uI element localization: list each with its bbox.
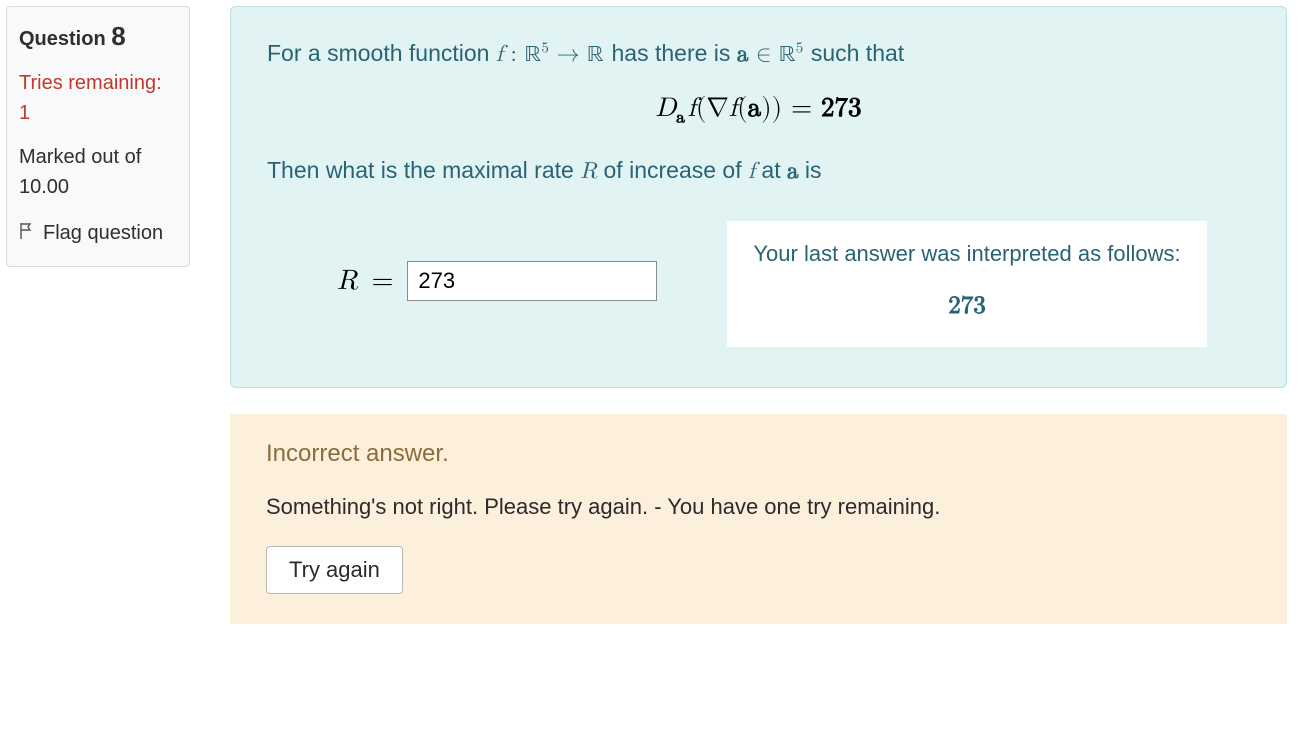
question-panel: For a smooth function f : ℝ5 → ℝ has the… <box>230 6 1287 388</box>
tries-remaining: Tries remaining: 1 <box>19 68 177 128</box>
flag-question-link[interactable]: Flag question <box>19 218 177 248</box>
text-segment: has there is <box>612 40 737 66</box>
eq-value: 273 <box>821 95 862 122</box>
text-segment: Then what is the maximal rate <box>267 157 580 183</box>
math-fn-signature: f : ℝ5 → ℝ <box>496 43 612 66</box>
domain-dim: 5 <box>541 40 548 55</box>
question-text-line1: For a smooth function f : ℝ5 → ℝ has the… <box>267 35 1250 75</box>
math-a-in-R5: a ∈ ℝ5 <box>737 43 811 66</box>
tries-label: Tries remaining: <box>19 72 162 94</box>
marks-label: Marked out of <box>19 146 141 168</box>
answer-row: R = Your last answer was interpreted as … <box>267 221 1250 347</box>
feedback-panel: Incorrect answer. Something's not right.… <box>230 414 1287 624</box>
feedback-message: Something's not right. Please try again.… <box>266 494 1251 520</box>
math-R: R <box>580 160 597 183</box>
answer-input[interactable] <box>407 261 657 301</box>
feedback-title: Incorrect answer. <box>266 440 1251 468</box>
marks: Marked out of 10.00 <box>19 142 177 202</box>
question-info-box: Question 8 Tries remaining: 1 Marked out… <box>6 6 190 267</box>
try-again-button[interactable]: Try again <box>266 546 403 594</box>
flag-icon <box>19 222 35 240</box>
question-number: 8 <box>111 21 125 51</box>
question-heading: Question 8 <box>19 21 177 52</box>
text-segment: is <box>805 157 822 183</box>
math-f: f <box>748 160 755 183</box>
text-segment: such that <box>811 40 904 66</box>
text-segment: For a smooth function <box>267 40 496 66</box>
text-segment: at <box>761 157 787 183</box>
marks-value: 10.00 <box>19 176 69 198</box>
text-segment: of increase of <box>604 157 748 183</box>
codomain-dim: 5 <box>796 40 803 55</box>
answer-equation: R = <box>267 221 657 301</box>
math-R-lhs: R <box>337 264 358 298</box>
equals-sign: = <box>372 264 394 298</box>
interpretation-value: 273 <box>753 291 1180 321</box>
tries-value: 1 <box>19 102 30 124</box>
interpretation-box: Your last answer was interpreted as foll… <box>727 221 1206 347</box>
interpretation-label: Your last answer was interpreted as foll… <box>753 241 1180 267</box>
math-a: a <box>787 160 799 183</box>
question-label: Question <box>19 28 106 50</box>
question-text-line2: Then what is the maximal rate R of incre… <box>267 152 1250 191</box>
flag-label: Flag question <box>43 218 163 248</box>
display-equation: Da f(∇f(a)) = 273 <box>267 93 1250 128</box>
